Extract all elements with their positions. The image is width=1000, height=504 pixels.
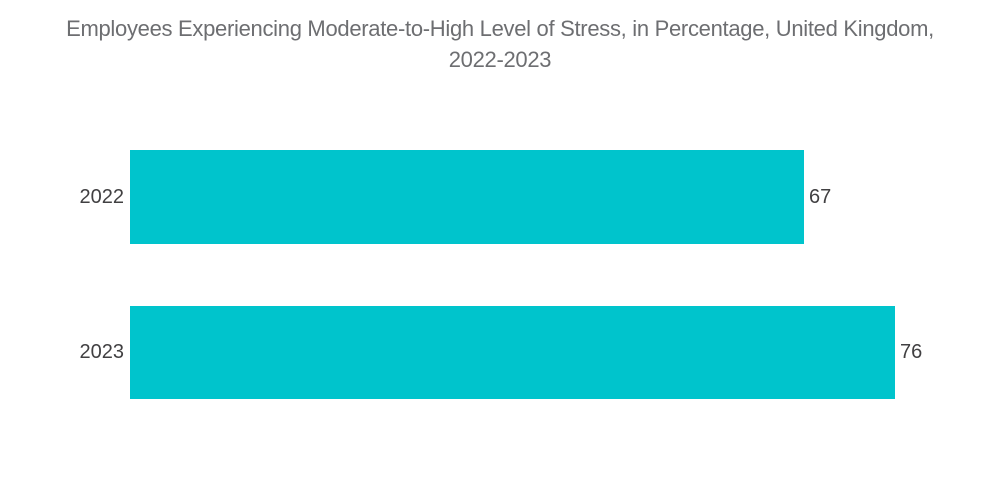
bar-row-2022: 2022 67 bbox=[0, 150, 1000, 244]
value-label-2022: 67 bbox=[809, 185, 832, 208]
category-label-2023: 2023 bbox=[79, 341, 125, 363]
bar-2023 bbox=[130, 306, 895, 399]
chart-title: Employees Experiencing Moderate-to-High … bbox=[66, 16, 934, 72]
bar-track: 76 bbox=[130, 306, 1000, 399]
value-label-2023: 76 bbox=[900, 341, 923, 363]
bar-2022 bbox=[130, 150, 804, 244]
category-label-2022: 2022 bbox=[79, 185, 125, 208]
bar-row-2023: 2023 76 bbox=[0, 306, 1000, 399]
bar-track: 67 bbox=[130, 150, 1000, 244]
